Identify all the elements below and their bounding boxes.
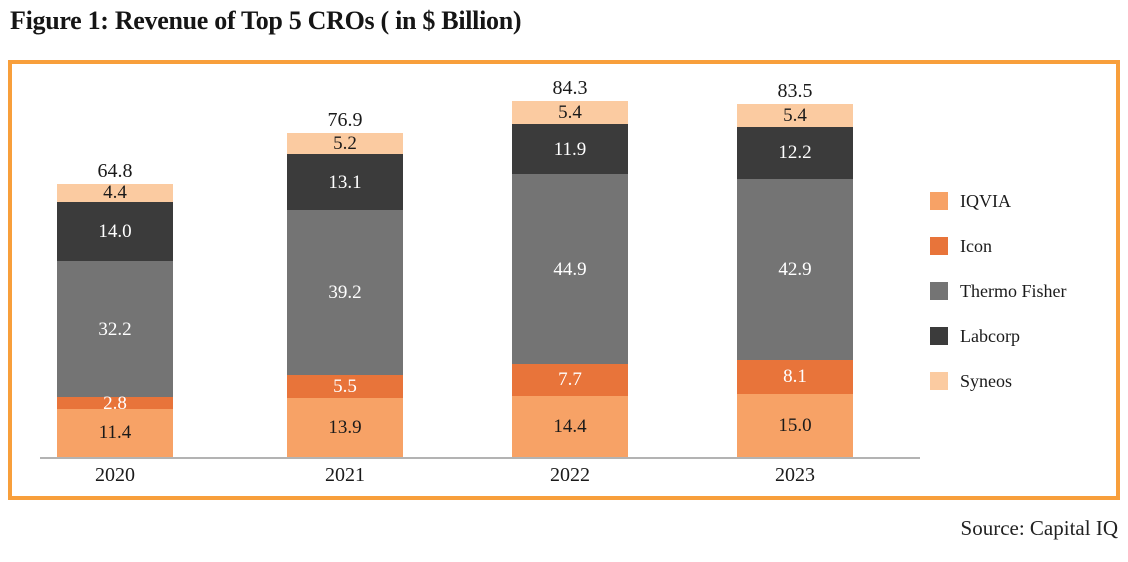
bar-total-label: 76.9	[327, 108, 363, 131]
segment-value-label: 11.4	[98, 422, 132, 444]
segment-icon: 7.7	[512, 363, 628, 397]
x-axis-label-2021: 2021	[325, 464, 365, 486]
legend-label: IQVIA	[960, 190, 1011, 211]
x-axis-label-2023: 2023	[775, 464, 815, 486]
segment-labcorp: 11.9	[512, 124, 628, 175]
source-note: Source: Capital IQ	[960, 516, 1118, 540]
bar-total-label: 83.5	[777, 80, 813, 103]
x-axis-line	[40, 457, 920, 459]
figure-title: Figure 1: Revenue of Top 5 CROs ( in $ B…	[10, 6, 522, 35]
segment-iqvia: 11.4	[57, 408, 173, 457]
segment-icon: 5.5	[287, 375, 403, 399]
legend-swatch	[930, 327, 948, 345]
segment-labcorp: 12.2	[737, 127, 853, 179]
segment-labcorp: 13.1	[287, 154, 403, 210]
segment-value-label: 5.4	[783, 105, 807, 127]
bar-total-label: 64.8	[97, 159, 133, 182]
segment-value-label: 5.5	[333, 376, 357, 398]
segment-iqvia: 15.0	[737, 393, 853, 457]
segment-iqvia: 14.4	[512, 396, 628, 457]
segment-value-label: 39.2	[328, 281, 362, 303]
segment-syneos: 5.4	[512, 101, 628, 125]
x-axis-label-2022: 2022	[550, 464, 590, 486]
chart-frame: 64.8 4.4 14.0 32.2 2.8 11.4 2020 76.9 5.2 13.1 39.…	[8, 60, 1120, 500]
legend-label: Labcorp	[960, 325, 1020, 346]
segment-syneos: 5.2	[287, 132, 403, 155]
legend-label: Syneos	[960, 370, 1013, 391]
segment-value-label: 44.9	[553, 258, 587, 280]
legend-item-icon: Icon	[930, 235, 1066, 256]
segment-value-label: 14.4	[553, 416, 587, 438]
legend-swatch	[930, 237, 948, 255]
segment-thermo-fisher: 32.2	[57, 261, 173, 398]
segment-icon: 2.8	[57, 394, 173, 413]
legend-swatch	[930, 282, 948, 300]
legend-label: Thermo Fisher	[960, 280, 1067, 301]
segment-labcorp: 14.0	[57, 202, 173, 262]
segment-value-label: 2.8	[103, 392, 127, 414]
segment-icon: 8.1	[737, 359, 853, 394]
bar-group-2021: 76.9 5.2 13.1 39.2 5.5 13.9	[287, 108, 403, 457]
segment-value-label: 8.1	[783, 366, 807, 388]
bar-group-2020: 64.8 4.4 14.0 32.2 2.8 11.4	[57, 160, 173, 457]
legend-item-thermo-fisher: Thermo Fisher	[930, 280, 1067, 301]
legend: IQVIA Icon Thermo Fisher Labcorp Syneos	[930, 190, 1067, 417]
segment-value-label: 4.4	[103, 182, 127, 204]
segment-value-label: 13.1	[328, 171, 362, 193]
legend-label: Icon	[960, 235, 992, 256]
segment-syneos: 4.4	[57, 182, 173, 204]
segment-value-label: 14.0	[98, 221, 132, 243]
legend-item-iqvia: IQVIA	[930, 190, 1066, 211]
segment-value-label: 13.9	[328, 417, 362, 439]
legend-item-labcorp: Labcorp	[930, 325, 1066, 346]
segment-iqvia: 13.9	[287, 398, 403, 457]
segment-value-label: 5.4	[558, 102, 582, 124]
segment-value-label: 5.2	[333, 132, 357, 154]
segment-thermo-fisher: 42.9	[737, 178, 853, 360]
bar-group-2022: 84.3 5.4 11.9 44.9 7.7 14.4	[512, 77, 628, 457]
segment-value-label: 11.9	[553, 138, 587, 160]
segment-thermo-fisher: 39.2	[287, 209, 403, 376]
bar-total-label: 84.3	[552, 77, 588, 100]
segment-value-label: 12.2	[778, 142, 812, 164]
segment-value-label: 15.0	[778, 414, 812, 436]
legend-swatch	[930, 372, 948, 390]
legend-swatch	[930, 192, 948, 210]
segment-syneos: 5.4	[737, 104, 853, 128]
segment-thermo-fisher: 44.9	[512, 174, 628, 364]
bar-group-2023: 83.5 5.4 12.2 42.9 8.1 15.0	[737, 80, 853, 457]
legend-item-syneos: Syneos	[930, 370, 1066, 391]
x-axis-label-2020: 2020	[95, 464, 135, 486]
plot-area: 64.8 4.4 14.0 32.2 2.8 11.4 2020 76.9 5.2 13.1 39.…	[12, 64, 1116, 496]
segment-value-label: 42.9	[778, 258, 812, 280]
segment-value-label: 7.7	[558, 369, 582, 391]
segment-value-label: 32.2	[98, 318, 132, 340]
